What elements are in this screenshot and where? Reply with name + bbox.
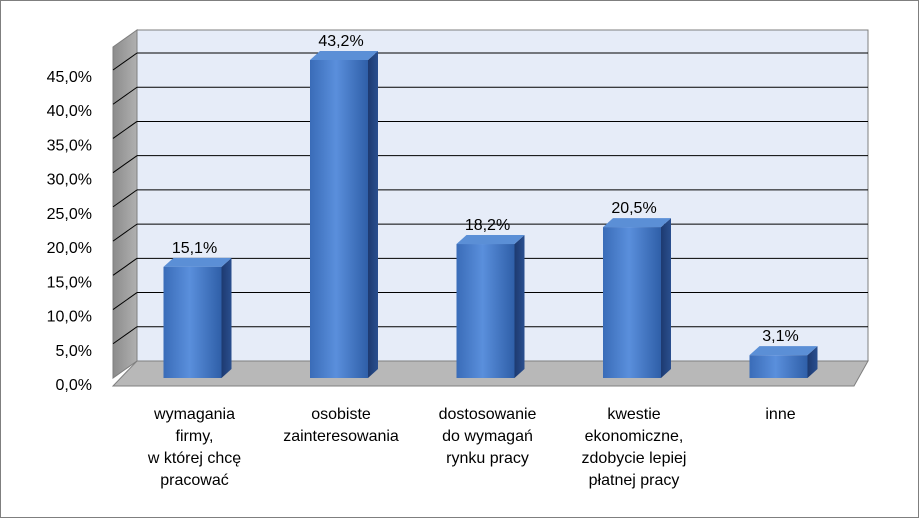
bar-side [661,218,671,378]
gridline-side [112,189,138,208]
category-label-line: inne [765,406,795,423]
category-label-line: zdobycie lepiej [582,450,687,467]
y-tick-label: 5,0% [56,343,92,360]
category-label-line: wymagania [153,406,235,423]
category-label-line: w której chcę [147,450,241,467]
y-tick-label: 15,0% [47,274,92,291]
bar-top [603,218,671,228]
y-tick-label: 20,0% [47,240,92,257]
bar-top [749,346,818,356]
bar [456,235,525,378]
data-label: 3,1% [762,328,798,345]
data-label: 18,2% [465,217,510,234]
category-label: osobiste zainteresowania [283,406,399,445]
category-label: wymagania firmy, w której chcę pracować [147,406,241,489]
gridline-side [112,86,138,105]
category-label-line: rynku pracy [446,450,529,467]
bar-top [163,257,232,267]
category-label-line: do wymagań [442,428,533,445]
gridline-side [112,121,138,139]
bar [163,257,232,378]
y-tick-label: 10,0% [47,309,92,326]
gridline-side [112,326,138,345]
category-labels: wymagania firmy, w której chcę pracować osob… [147,406,796,489]
data-label: 15,1% [172,240,217,257]
bar [603,218,671,378]
data-labels: 15,1% 43,2% 18,2% 20,5% 3,1% [172,33,799,345]
bar-front [163,266,222,378]
category-label-line: firmy, [176,428,214,445]
bar-top [310,51,378,60]
category-label: dostosowanie do wymagań rynku pracy [439,406,537,467]
y-tick-label: 45,0% [47,69,92,86]
bar [310,51,378,378]
category-label-line: kwestie [607,406,660,423]
bar-side [514,235,525,378]
gridline-side [112,52,138,71]
y-tick-label: 40,0% [47,103,92,120]
gridline-side [112,292,138,310]
bars [163,51,818,378]
bar [749,346,818,378]
category-label: kwestie ekonomiczne, zdobycie lepiej płatne… [582,406,687,489]
bar-front [310,60,368,378]
y-tick-label: 0,0% [56,377,92,394]
data-label: 43,2% [318,33,363,50]
bar-side [807,346,818,378]
category-label-line: ekonomiczne, [585,428,684,445]
bar-front [456,244,515,378]
y-axis-ticks: 0,0% 5,0% 10,0% 15,0% 20,0% 25,0% 30,0% 35,0% 40… [47,69,92,394]
category-label-line: osobiste [311,406,371,423]
bar-top [456,235,525,245]
category-label-line: dostosowanie [439,406,537,423]
y-tick-label: 30,0% [47,172,92,189]
category-label-line: zainteresowania [283,428,399,445]
gridline-side [112,257,138,276]
bar-side [368,51,378,378]
bar-front [603,227,661,378]
category-label-line: płatnej pracy [589,472,680,489]
data-label: 20,5% [611,200,656,217]
y-tick-label: 35,0% [47,137,92,154]
category-label-line: pracować [160,472,228,489]
bar-front [749,355,808,378]
side-wall [112,29,138,379]
category-label: inne [765,406,795,423]
y-tick-label: 25,0% [47,206,92,223]
gridline-side [112,223,138,242]
bar-side [221,257,232,378]
gridline-side [112,155,138,174]
